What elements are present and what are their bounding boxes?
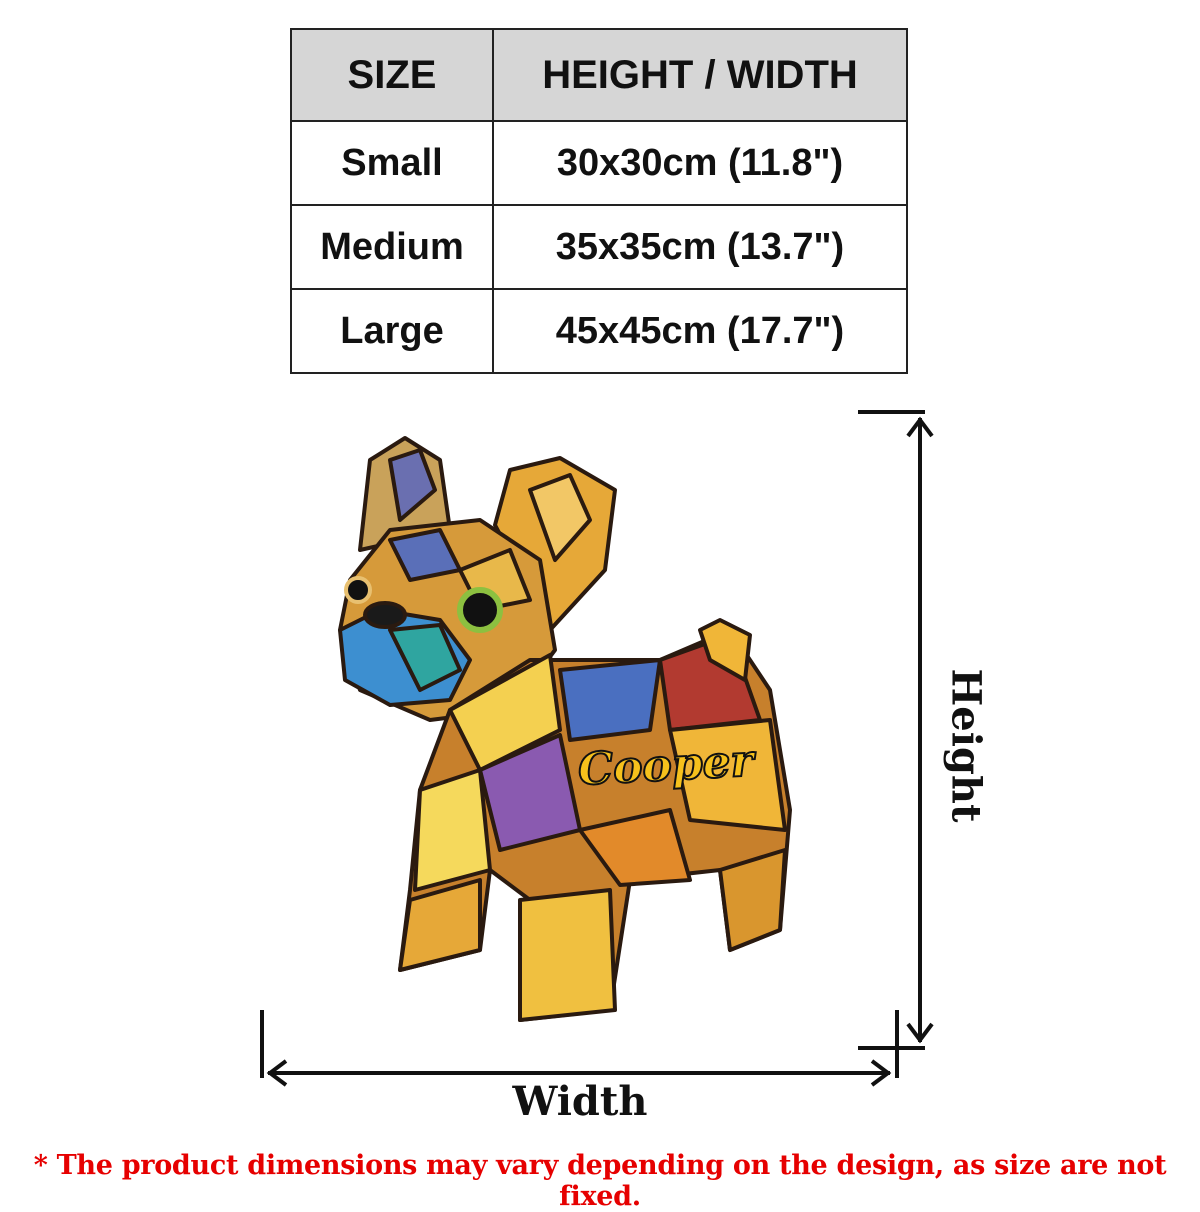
- height-label: Height: [942, 668, 990, 823]
- size-table: SIZE HEIGHT / WIDTH Small 30x30cm (11.8"…: [290, 28, 908, 374]
- table-row: Small 30x30cm (11.8"): [290, 120, 908, 206]
- table-row: Medium 35x35cm (13.7"): [290, 204, 908, 290]
- table-header-row: SIZE HEIGHT / WIDTH: [290, 28, 908, 122]
- disclaimer-text: * The product dimensions may vary depend…: [33, 1150, 1167, 1212]
- table-row: Large 45x45cm (17.7"): [290, 288, 908, 374]
- dimension-cell: 45x45cm (17.7"): [492, 288, 908, 374]
- stained-glass-bulldog-image: [338, 436, 792, 1022]
- header-height-width: HEIGHT / WIDTH: [492, 28, 908, 122]
- height-arrow-bottom: [906, 1022, 934, 1044]
- size-cell: Small: [290, 120, 494, 206]
- height-arrow-top: [906, 416, 934, 438]
- width-arrow-right: [870, 1059, 892, 1087]
- width-label: Width: [512, 1078, 648, 1125]
- header-size: SIZE: [290, 28, 494, 122]
- size-cell: Medium: [290, 204, 494, 290]
- size-cell: Large: [290, 288, 494, 374]
- dimension-cell: 30x30cm (11.8"): [492, 120, 908, 206]
- dimension-cell: 35x35cm (13.7"): [492, 204, 908, 290]
- width-arrow-left: [266, 1059, 288, 1087]
